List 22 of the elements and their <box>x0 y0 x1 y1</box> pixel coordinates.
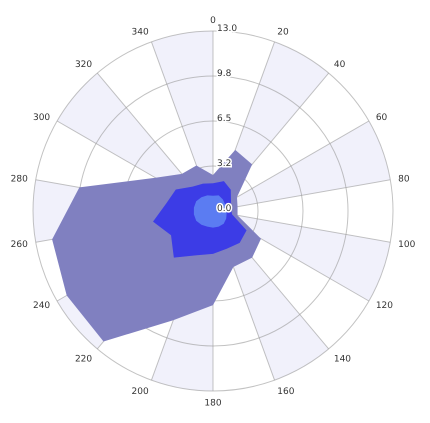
y-tick-label: 6.5 <box>217 114 232 124</box>
spoke-label: 240 <box>33 301 50 312</box>
spoke-label: 140 <box>334 354 352 364</box>
spoke-label: 0 <box>210 16 216 26</box>
spoke-label: 220 <box>74 354 92 364</box>
spoke-label: 160 <box>277 387 295 398</box>
spoke-label: 340 <box>132 27 149 38</box>
spoke-label: 100 <box>398 240 416 250</box>
spoke-label: 280 <box>10 174 28 185</box>
spoke-label: 60 <box>376 113 388 124</box>
spoke-label: 180 <box>204 398 222 408</box>
spoke-label: 260 <box>10 240 28 250</box>
spoke-label: 320 <box>74 60 92 70</box>
spoke-label: 40 <box>334 60 346 70</box>
spoke-label: 80 <box>398 174 410 185</box>
y-tick-label: 9.8 <box>217 69 232 79</box>
spoke-label: 300 <box>33 113 50 124</box>
y-tick-label: 0.0 <box>217 204 232 214</box>
spoke-label: 20 <box>277 27 290 38</box>
spoke-label: 200 <box>132 387 149 398</box>
y-tick-label: 13.0 <box>217 24 238 34</box>
spoke-label: 120 <box>376 301 394 312</box>
